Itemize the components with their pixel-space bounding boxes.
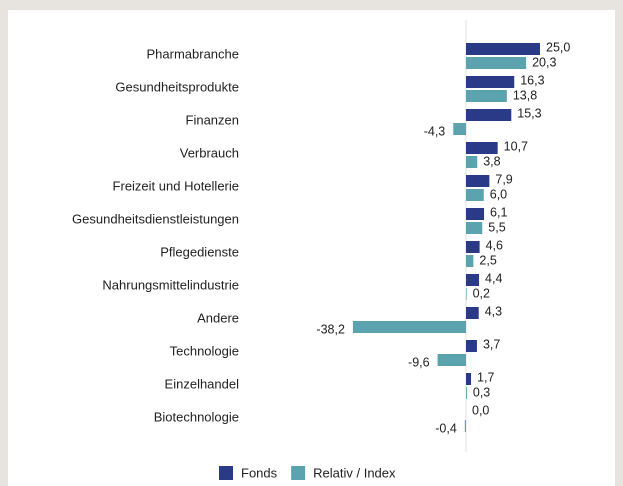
value-label: 5,5 xyxy=(488,220,505,234)
category-label: Gesundheitsprodukte xyxy=(115,79,239,94)
value-label: 15,3 xyxy=(517,106,541,120)
value-label: 2,5 xyxy=(479,253,496,267)
value-label: 0,0 xyxy=(472,403,489,417)
bar xyxy=(352,321,466,333)
value-label: 6,0 xyxy=(490,187,507,201)
value-label: -4,3 xyxy=(424,124,446,138)
panel xyxy=(8,10,615,486)
bar xyxy=(466,142,498,154)
bar xyxy=(466,255,474,267)
bar xyxy=(466,241,480,253)
value-label: 25,0 xyxy=(546,40,570,54)
bar xyxy=(466,307,479,319)
value-label: 10,7 xyxy=(504,139,528,153)
value-label: 0,2 xyxy=(473,286,490,300)
legend-swatch xyxy=(219,466,233,480)
value-label: 3,7 xyxy=(483,337,500,351)
value-label: -0,4 xyxy=(435,421,457,435)
bar xyxy=(466,175,490,187)
bar xyxy=(466,109,512,121)
bar xyxy=(466,156,478,168)
category-label: Freizeit und Hotellerie xyxy=(113,178,239,193)
value-label: 0,3 xyxy=(473,385,490,399)
category-label: Nahrungsmittelindustrie xyxy=(102,277,239,292)
bar xyxy=(466,288,467,300)
bar xyxy=(466,387,467,399)
value-label: 1,7 xyxy=(477,370,494,384)
legend-swatch xyxy=(291,466,306,480)
category-label: Einzelhandel xyxy=(165,376,240,391)
value-label: 4,3 xyxy=(485,304,502,318)
bar xyxy=(466,274,480,286)
legend-label: Fonds xyxy=(241,465,278,480)
legend-label: Relativ / Index xyxy=(313,465,396,480)
category-label: Verbrauch xyxy=(180,145,239,160)
value-label: 7,9 xyxy=(495,172,512,186)
category-label: Andere xyxy=(197,310,239,325)
value-label: 4,6 xyxy=(486,238,503,252)
bar xyxy=(466,222,483,234)
category-label: Pflegedienste xyxy=(160,244,239,259)
category-label: Technologie xyxy=(170,343,239,358)
bar xyxy=(466,340,477,352)
bar xyxy=(466,43,540,55)
bar xyxy=(437,354,466,366)
value-label: -9,6 xyxy=(408,355,430,369)
value-label: 4,4 xyxy=(485,271,502,285)
category-label: Finanzen xyxy=(186,112,239,127)
bar xyxy=(466,208,485,220)
bar xyxy=(453,123,466,135)
value-label: 13,8 xyxy=(513,88,537,102)
category-label: Gesundheitsdienstleistungen xyxy=(72,211,239,226)
bar xyxy=(466,189,484,201)
bar xyxy=(466,57,527,69)
value-label: -38,2 xyxy=(316,322,345,336)
bar xyxy=(464,420,466,432)
value-label: 16,3 xyxy=(520,73,544,87)
bar xyxy=(466,373,472,385)
category-label: Biotechnologie xyxy=(154,409,239,424)
value-label: 6,1 xyxy=(490,205,507,219)
category-label: Pharmabranche xyxy=(147,46,240,61)
bar xyxy=(466,76,515,88)
value-label: 20,3 xyxy=(532,55,556,69)
value-label: 3,8 xyxy=(483,154,500,168)
bar xyxy=(466,90,507,102)
